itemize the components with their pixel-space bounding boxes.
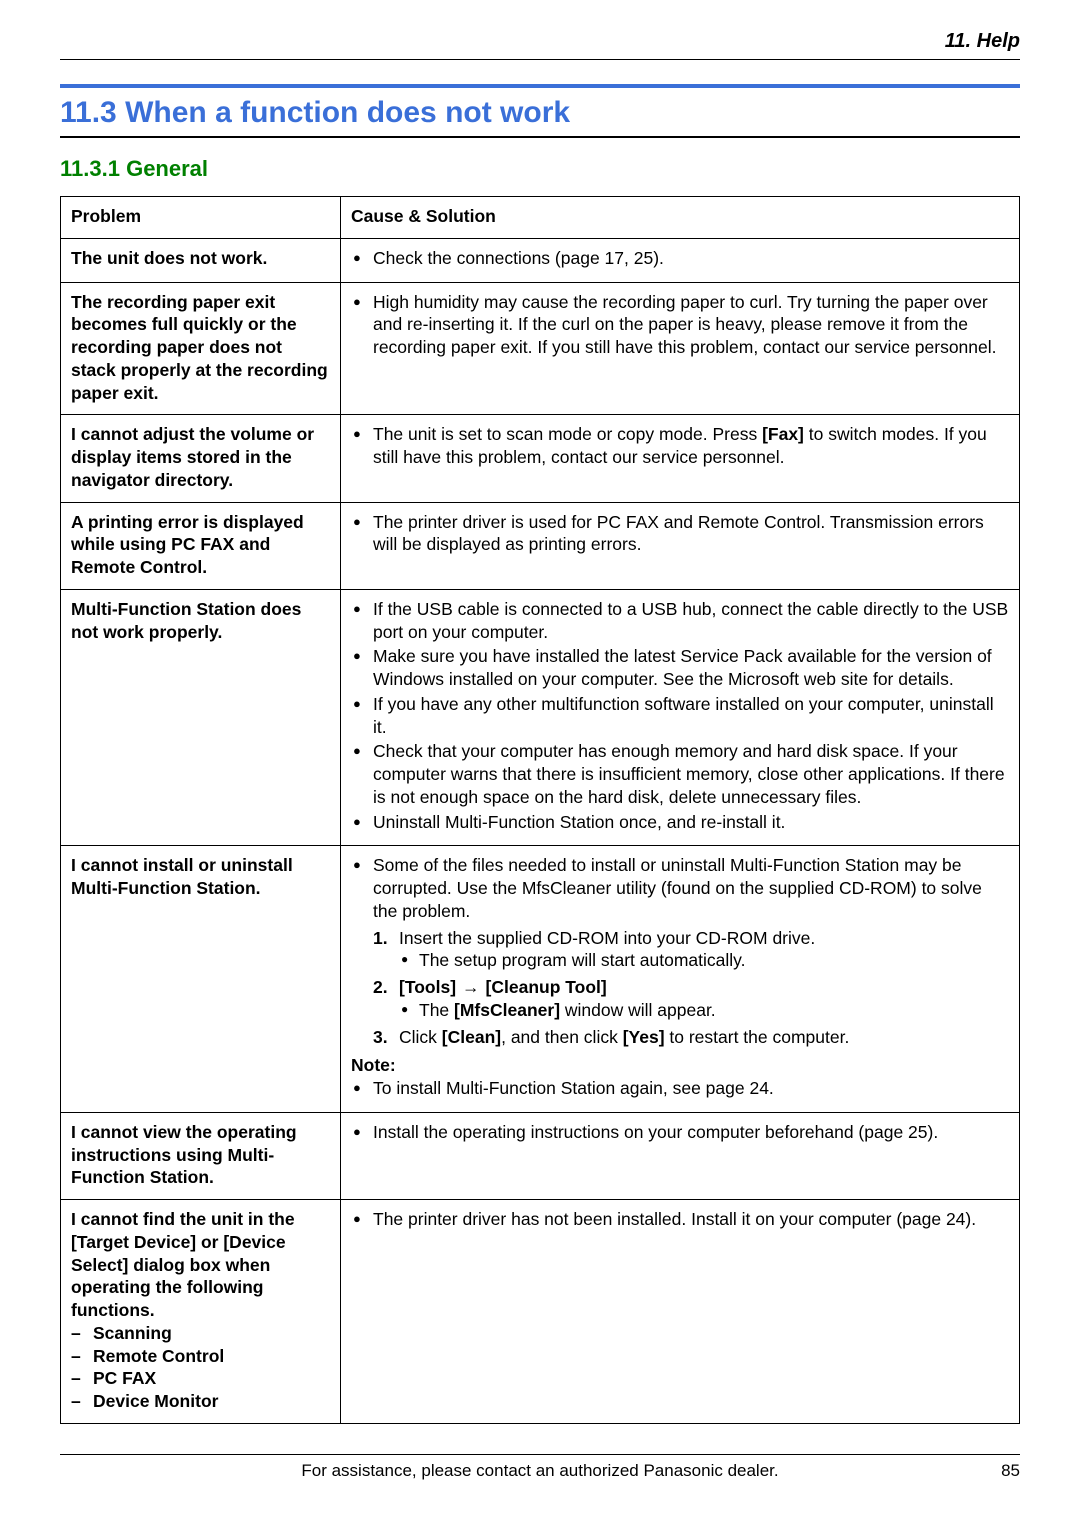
page-number: 85 bbox=[970, 1461, 1020, 1481]
text-run: Click bbox=[399, 1027, 442, 1047]
step-item: Click [Clean], and then click [Yes] to r… bbox=[373, 1026, 1009, 1049]
page-header: 11. Help bbox=[60, 30, 1020, 60]
table-header-row: Problem Cause & Solution bbox=[61, 197, 1020, 239]
solution-cell: The printer driver is used for PC FAX an… bbox=[341, 502, 1020, 589]
problem-sublist: Scanning Remote Control PC FAX Device Mo… bbox=[71, 1322, 330, 1413]
problem-lead: I cannot find the unit in the [Target De… bbox=[71, 1208, 330, 1322]
solution-list: If the USB cable is connected to a USB h… bbox=[351, 598, 1009, 834]
solution-item: The printer driver is used for PC FAX an… bbox=[351, 511, 1009, 557]
problem-cell: Multi-Function Station does not work pro… bbox=[61, 589, 341, 846]
page-container: 11. Help 11.3 When a function does not w… bbox=[0, 0, 1080, 1521]
sub-bullet-list: The [MfsCleaner] window will appear. bbox=[399, 999, 1009, 1022]
note-list: To install Multi-Function Station again,… bbox=[351, 1077, 1009, 1100]
problem-subitem: Remote Control bbox=[71, 1345, 330, 1368]
sub-bullet-item: The [MfsCleaner] window will appear. bbox=[399, 999, 1009, 1022]
footer-rule bbox=[60, 1454, 1020, 1455]
key-label: [Yes] bbox=[623, 1027, 665, 1047]
chapter-label: 11. Help bbox=[60, 30, 1020, 53]
sub-bullet-item: The setup program will start automatical… bbox=[399, 949, 1009, 972]
table-row: The recording paper exit becomes full qu… bbox=[61, 282, 1020, 415]
solution-list: The unit is set to scan mode or copy mod… bbox=[351, 423, 1009, 469]
subsection-number: 11.3.1 bbox=[60, 156, 120, 181]
problem-cell: I cannot install or uninstall Multi-Func… bbox=[61, 846, 341, 1113]
solution-cell: High humidity may cause the recording pa… bbox=[341, 282, 1020, 415]
section-name: When a function does not work bbox=[125, 96, 570, 129]
problem-cell: The unit does not work. bbox=[61, 238, 341, 282]
key-label: [Fax] bbox=[762, 424, 804, 444]
solution-cell: If the USB cable is connected to a USB h… bbox=[341, 589, 1020, 846]
solution-item: Uninstall Multi-Function Station once, a… bbox=[351, 811, 1009, 834]
solution-cell: The unit is set to scan mode or copy mod… bbox=[341, 415, 1020, 502]
step-item: [Tools]→[Cleanup Tool] The [MfsCleaner] … bbox=[373, 976, 1009, 1022]
solution-item: Some of the files needed to install or u… bbox=[351, 854, 1009, 1048]
key-label: [MfsCleaner] bbox=[454, 1000, 560, 1020]
sub-bullet-list: The setup program will start automatical… bbox=[399, 949, 1009, 972]
section-rule-top bbox=[60, 84, 1020, 88]
solution-cell: Install the operating instructions on yo… bbox=[341, 1112, 1020, 1199]
solution-cell: The printer driver has not been installe… bbox=[341, 1200, 1020, 1424]
solution-item: If you have any other multifunction soft… bbox=[351, 693, 1009, 739]
note-label: Note: bbox=[351, 1054, 1009, 1077]
solution-item: Install the operating instructions on yo… bbox=[351, 1121, 1009, 1144]
solution-item: Make sure you have installed the latest … bbox=[351, 645, 1009, 691]
solution-item: High humidity may cause the recording pa… bbox=[351, 291, 1009, 359]
footer-message: For assistance, please contact an author… bbox=[110, 1461, 970, 1481]
solution-item: The unit is set to scan mode or copy mod… bbox=[351, 423, 1009, 469]
text-run: Some of the files needed to install or u… bbox=[373, 855, 982, 921]
text-run: , and then click bbox=[501, 1027, 623, 1047]
table-row: I cannot view the operating instructions… bbox=[61, 1112, 1020, 1199]
solution-list: Install the operating instructions on yo… bbox=[351, 1121, 1009, 1144]
key-label: [Tools] bbox=[399, 977, 456, 997]
text-run: The bbox=[419, 1000, 454, 1020]
solution-cell: Some of the files needed to install or u… bbox=[341, 846, 1020, 1113]
solution-item: Check that your computer has enough memo… bbox=[351, 740, 1009, 808]
solution-list: The printer driver is used for PC FAX an… bbox=[351, 511, 1009, 557]
problem-subitem: Scanning bbox=[71, 1322, 330, 1345]
troubleshoot-table: Problem Cause & Solution The unit does n… bbox=[60, 196, 1020, 1424]
table-row: The unit does not work. Check the connec… bbox=[61, 238, 1020, 282]
problem-subitem: PC FAX bbox=[71, 1367, 330, 1390]
solution-list: The printer driver has not been installe… bbox=[351, 1208, 1009, 1231]
col-header-problem: Problem bbox=[61, 197, 341, 239]
step-list: Insert the supplied CD-ROM into your CD-… bbox=[373, 927, 1009, 1049]
solution-list: High humidity may cause the recording pa… bbox=[351, 291, 1009, 359]
footer-spacer bbox=[60, 1461, 110, 1481]
problem-subitem: Device Monitor bbox=[71, 1390, 330, 1413]
solution-item: If the USB cable is connected to a USB h… bbox=[351, 598, 1009, 644]
subsection-title: 11.3.1 General bbox=[60, 156, 1020, 182]
solution-cell: Check the connections (page 17, 25). bbox=[341, 238, 1020, 282]
section-title: 11.3 When a function does not work bbox=[60, 96, 1020, 130]
problem-cell: A printing error is displayed while usin… bbox=[61, 502, 341, 589]
section-number: 11.3 bbox=[60, 96, 117, 129]
col-header-solution: Cause & Solution bbox=[341, 197, 1020, 239]
header-rule bbox=[60, 59, 1020, 60]
key-label: [Cleanup Tool] bbox=[486, 977, 607, 997]
footer-row: For assistance, please contact an author… bbox=[60, 1461, 1020, 1481]
solution-item: Check the connections (page 17, 25). bbox=[351, 247, 1009, 270]
table-row: I cannot install or uninstall Multi-Func… bbox=[61, 846, 1020, 1113]
text-run: to restart the computer. bbox=[665, 1027, 850, 1047]
table-row: Multi-Function Station does not work pro… bbox=[61, 589, 1020, 846]
table-row: I cannot find the unit in the [Target De… bbox=[61, 1200, 1020, 1424]
key-label: [Clean] bbox=[442, 1027, 501, 1047]
text-run: The unit is set to scan mode or copy mod… bbox=[373, 424, 762, 444]
table-row: A printing error is displayed while usin… bbox=[61, 502, 1020, 589]
text-run: Insert the supplied CD-ROM into your CD-… bbox=[399, 928, 815, 948]
arrow-icon: → bbox=[456, 976, 486, 999]
problem-cell: I cannot view the operating instructions… bbox=[61, 1112, 341, 1199]
problem-cell: The recording paper exit becomes full qu… bbox=[61, 282, 341, 415]
solution-list: Some of the files needed to install or u… bbox=[351, 854, 1009, 1048]
problem-cell: I cannot adjust the volume or display it… bbox=[61, 415, 341, 502]
subsection-name: General bbox=[126, 156, 208, 181]
table-row: I cannot adjust the volume or display it… bbox=[61, 415, 1020, 502]
text-run: window will appear. bbox=[560, 1000, 716, 1020]
page-footer: For assistance, please contact an author… bbox=[60, 1454, 1020, 1481]
solution-list: Check the connections (page 17, 25). bbox=[351, 247, 1009, 270]
section-rule-bottom bbox=[60, 136, 1020, 138]
note-item: To install Multi-Function Station again,… bbox=[351, 1077, 1009, 1100]
problem-cell: I cannot find the unit in the [Target De… bbox=[61, 1200, 341, 1424]
solution-item: The printer driver has not been installe… bbox=[351, 1208, 1009, 1231]
step-item: Insert the supplied CD-ROM into your CD-… bbox=[373, 927, 1009, 973]
